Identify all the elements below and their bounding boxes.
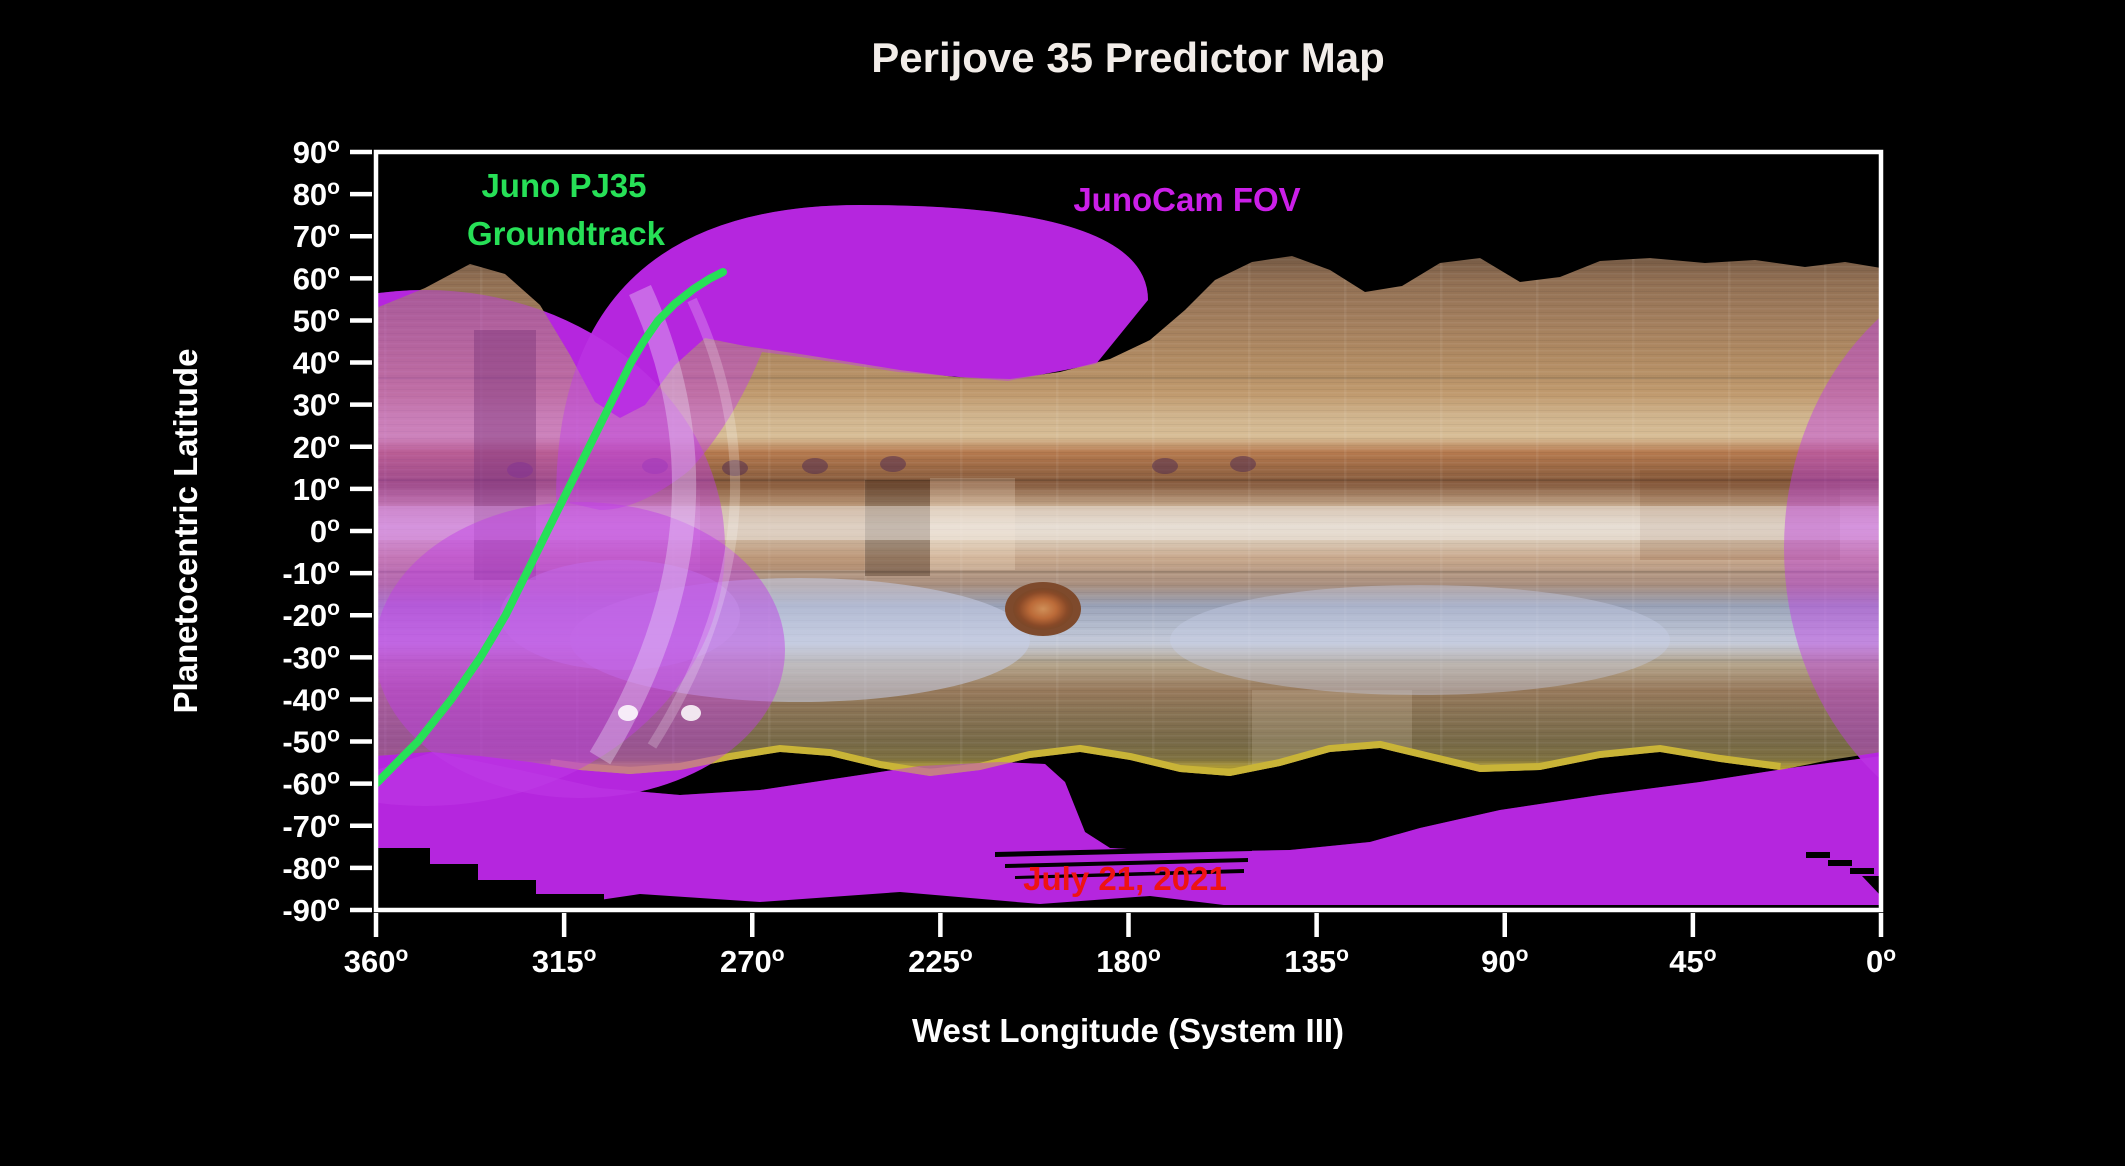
page-title: Perijove 35 Predictor Map [871, 34, 1385, 81]
date-annotation: July 21, 2021 [1023, 860, 1227, 897]
tick-label: -80o [282, 850, 340, 886]
tick-label: 30o [293, 387, 340, 423]
tick-label: -70o [282, 808, 340, 844]
tick-label: 50o [293, 302, 340, 338]
fov-edge-arc [589, 285, 697, 765]
tick-label: -50o [282, 724, 340, 760]
south-band-black-notches [376, 846, 1881, 910]
tick-label: -10o [282, 555, 340, 591]
great-red-spot [1005, 582, 1081, 636]
tick-label: 180o [1096, 943, 1161, 979]
tick-label: -60o [282, 766, 340, 802]
groundtrack-label-line1: Juno PJ35 [481, 167, 646, 204]
tick-label: -90o [282, 892, 340, 928]
tick-label: 10o [293, 471, 340, 507]
tick-label: -20o [282, 597, 340, 633]
tick-label: 270o [720, 943, 785, 979]
x-axis-ticks: 360o 315o 270o 225o 180o 135o 90o 45o 0o [344, 913, 1896, 979]
x-axis-title: West Longitude (System III) [911, 1012, 1345, 1049]
tick-label: 70o [293, 218, 340, 254]
tick-label: 90o [293, 134, 340, 170]
tick-label: -30o [282, 639, 340, 675]
groundtrack-label-line2: Groundtrack [467, 215, 666, 252]
tick-label: 40o [293, 345, 340, 381]
fov-label: JunoCam FOV [1073, 181, 1300, 218]
tick-label: 90o [1481, 943, 1528, 979]
tick-label: 20o [293, 429, 340, 465]
juno-groundtrack-line [376, 268, 727, 788]
tick-label: 60o [293, 260, 340, 296]
tick-label: 0o [1866, 943, 1896, 979]
fov-edge-arc-2 [647, 297, 741, 749]
tick-label: 45o [1669, 943, 1716, 979]
tick-label: 80o [293, 176, 340, 212]
plot-frame [373, 149, 1884, 913]
map-dark-tile [865, 480, 930, 576]
tick-label: 225o [908, 943, 973, 979]
tick-label: -40o [282, 681, 340, 717]
tick-label: 135o [1284, 943, 1349, 979]
tick-label: 0o [310, 513, 340, 549]
y-axis-ticks: 90o 80o 70o 60o 50o 40o 30o 20o 10o 0o -10o -20o -30… [282, 134, 372, 928]
tick-label: 315o [532, 943, 597, 979]
white-oval [681, 705, 701, 721]
map-yellow-fringe [549, 740, 1781, 776]
white-oval [618, 705, 638, 721]
tick-label: 360o [344, 943, 409, 979]
